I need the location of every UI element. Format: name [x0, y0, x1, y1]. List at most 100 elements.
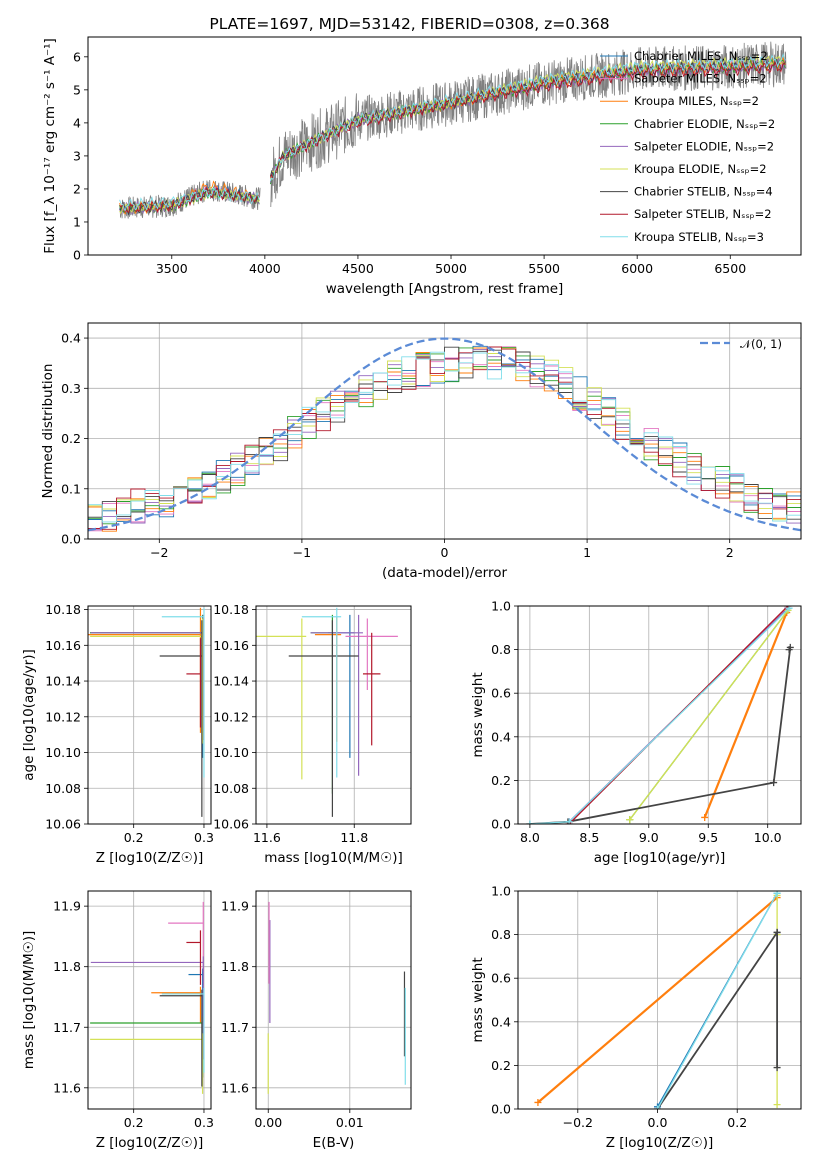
- panel-5: 8.0 8.5 9.0 9.5 10.0 0.0 0.2 0.4 0.6 0.8 1.0 age [l…: [470, 599, 802, 866]
- error-bar-point: [159, 620, 203, 817]
- x-tick-label: 0.3: [194, 830, 214, 845]
- legend-label: Kroupa MILES, Nₛₛₚ=2: [634, 94, 759, 108]
- axes-frame: [87, 605, 212, 825]
- x-tick-label: 0.01: [336, 1115, 364, 1130]
- axes-frame: [255, 890, 412, 1110]
- legend-label: 𝒩(0, 1): [740, 337, 782, 351]
- y-tick-label: 0.4: [491, 729, 511, 744]
- panel-8: −0.2 0.0 0.2 0.0 0.2 0.4 0.6 0.8 1.0 Z [log10(Z/Z…: [470, 884, 802, 1151]
- x-tick-label: 3500: [156, 261, 188, 276]
- y-tick-label: 1: [73, 214, 81, 229]
- y-tick-label: 10.12: [213, 709, 249, 724]
- y-tick-label: 10.10: [213, 745, 249, 760]
- error-bar-point: [151, 986, 202, 1024]
- error-bar-point: [161, 987, 205, 1073]
- y-tick-label: 10.16: [45, 638, 81, 653]
- x-axis-label: Z [log10(Z/Z☉)]: [606, 1135, 714, 1151]
- error-bar-point: [90, 614, 204, 723]
- error-bar-point: [90, 614, 204, 705]
- plot-area: [256, 891, 411, 1109]
- legend-label: Salpeter ELODIE, Nₛₛₚ=2: [634, 139, 774, 153]
- y-tick-label: 0.3: [61, 381, 81, 396]
- y-tick-label: 0.0: [491, 1102, 511, 1117]
- mass-weight-line: [529, 607, 790, 824]
- plus-marker: [785, 606, 793, 612]
- plus-marker: [773, 1064, 781, 1072]
- panel-4: 11.6 11.8 10.06 10.08 10.10 10.12 10.14 10.16 10…: [213, 602, 412, 866]
- axes-frame: [87, 890, 212, 1110]
- y-tick-label: 3: [73, 148, 81, 163]
- y-tick-label: 10.14: [213, 674, 249, 689]
- y-axis-label: Flux [f_λ 10⁻¹⁷ erg cm⁻² s⁻¹ A⁻¹]: [42, 38, 58, 254]
- y-tick-label: 10.18: [45, 602, 81, 617]
- legend-label: Kroupa ELODIE, Nₛₛₚ=2: [634, 162, 767, 176]
- legend-label: Chabrier STELIB, Nₛₛₚ=4: [634, 185, 773, 199]
- y-tick-label: 10.08: [45, 781, 81, 796]
- y-tick-label: 11.8: [53, 959, 81, 974]
- plus-marker: [773, 891, 781, 897]
- x-tick-label: 4500: [342, 261, 374, 276]
- mass-weight-line: [703, 612, 788, 818]
- y-tick-label: 10.14: [45, 674, 81, 689]
- plus-marker: [526, 820, 534, 824]
- mass-weight-line: [529, 646, 792, 824]
- y-tick-label: 10.12: [45, 709, 81, 724]
- x-tick-label: 0.3: [194, 1115, 214, 1130]
- x-axis-label: mass [log10(M/M☉)]: [264, 850, 403, 866]
- x-axis-label: Z [log10(Z/Z☉)]: [96, 1135, 204, 1151]
- panel-6: 0.2 0.3 11.6 11.7 11.8 11.9 Z [log10(Z/Z☉)] mas…: [21, 890, 214, 1151]
- plus-marker: [534, 1098, 542, 1106]
- x-axis-label: (data-model)/error: [382, 565, 508, 581]
- model-spectrum-line: [119, 52, 786, 212]
- y-axis-label: mass [log10(M/M☉)]: [21, 931, 37, 1070]
- y-tick-label: 11.6: [221, 1080, 249, 1095]
- plot-area: [518, 606, 801, 824]
- x-tick-label: 5500: [528, 261, 560, 276]
- x-tick-label: 11.6: [253, 830, 281, 845]
- y-tick-label: 0.6: [491, 686, 511, 701]
- x-tick-label: −1: [293, 545, 311, 560]
- plot-area: [88, 606, 211, 824]
- plot-area: [88, 891, 211, 1109]
- mass-weight-line: [656, 892, 778, 1109]
- panel-3: 0.2 0.3 10.06 10.08 10.10 10.12 10.14 10.16 10.1…: [21, 602, 214, 866]
- y-tick-label: 0.2: [491, 1058, 511, 1073]
- y-tick-label: 11.8: [221, 959, 249, 974]
- legend-label: Chabrier ELODIE, Nₛₛₚ=2: [634, 117, 775, 131]
- legend-label: Chabrier MILES, Nₛₛₚ=2: [634, 49, 768, 63]
- panel-7: 0.00 0.01 11.6 11.7 11.8 11.9 E(B-V): [221, 890, 412, 1151]
- plus-marker: [565, 818, 573, 824]
- y-axis-label: mass weight: [470, 957, 486, 1042]
- legend-label: Salpeter MILES, Nₛₛₚ=2: [634, 72, 767, 86]
- axes-frame: [87, 36, 802, 256]
- y-tick-label: 6: [73, 49, 81, 64]
- x-tick-label: 8.0: [520, 830, 540, 845]
- x-tick-label: 0.2: [727, 1115, 747, 1130]
- error-bar-point: [161, 607, 205, 778]
- y-tick-label: 0.1: [61, 481, 81, 496]
- x-tick-label: 2: [726, 545, 734, 560]
- y-tick-label: 11.7: [53, 1020, 81, 1035]
- x-axis-label: Z [log10(Z/Z☉)]: [96, 850, 204, 866]
- y-tick-label: 0.0: [61, 532, 81, 547]
- x-tick-label: 4000: [249, 261, 281, 276]
- y-tick-label: 0.4: [61, 331, 81, 346]
- plus-marker: [773, 928, 781, 936]
- error-bar-point: [90, 618, 204, 744]
- y-axis-label: age [log10(age/yr)]: [21, 649, 37, 781]
- y-tick-label: 10.16: [213, 638, 249, 653]
- x-tick-label: 0.0: [648, 1115, 668, 1130]
- plus-marker: [773, 1101, 781, 1109]
- y-tick-label: 0: [73, 248, 81, 263]
- y-tick-label: 0.2: [491, 773, 511, 788]
- error-bar-point: [186, 638, 202, 728]
- plot-area: [518, 891, 801, 1109]
- axes-frame: [87, 322, 802, 540]
- error-bar-point: [159, 989, 203, 1087]
- x-tick-label: 9.5: [698, 830, 718, 845]
- plus-marker: [785, 646, 793, 654]
- error-bar-point: [90, 1016, 204, 1078]
- x-tick-label: 11.8: [340, 830, 368, 845]
- x-tick-label: 5000: [435, 261, 467, 276]
